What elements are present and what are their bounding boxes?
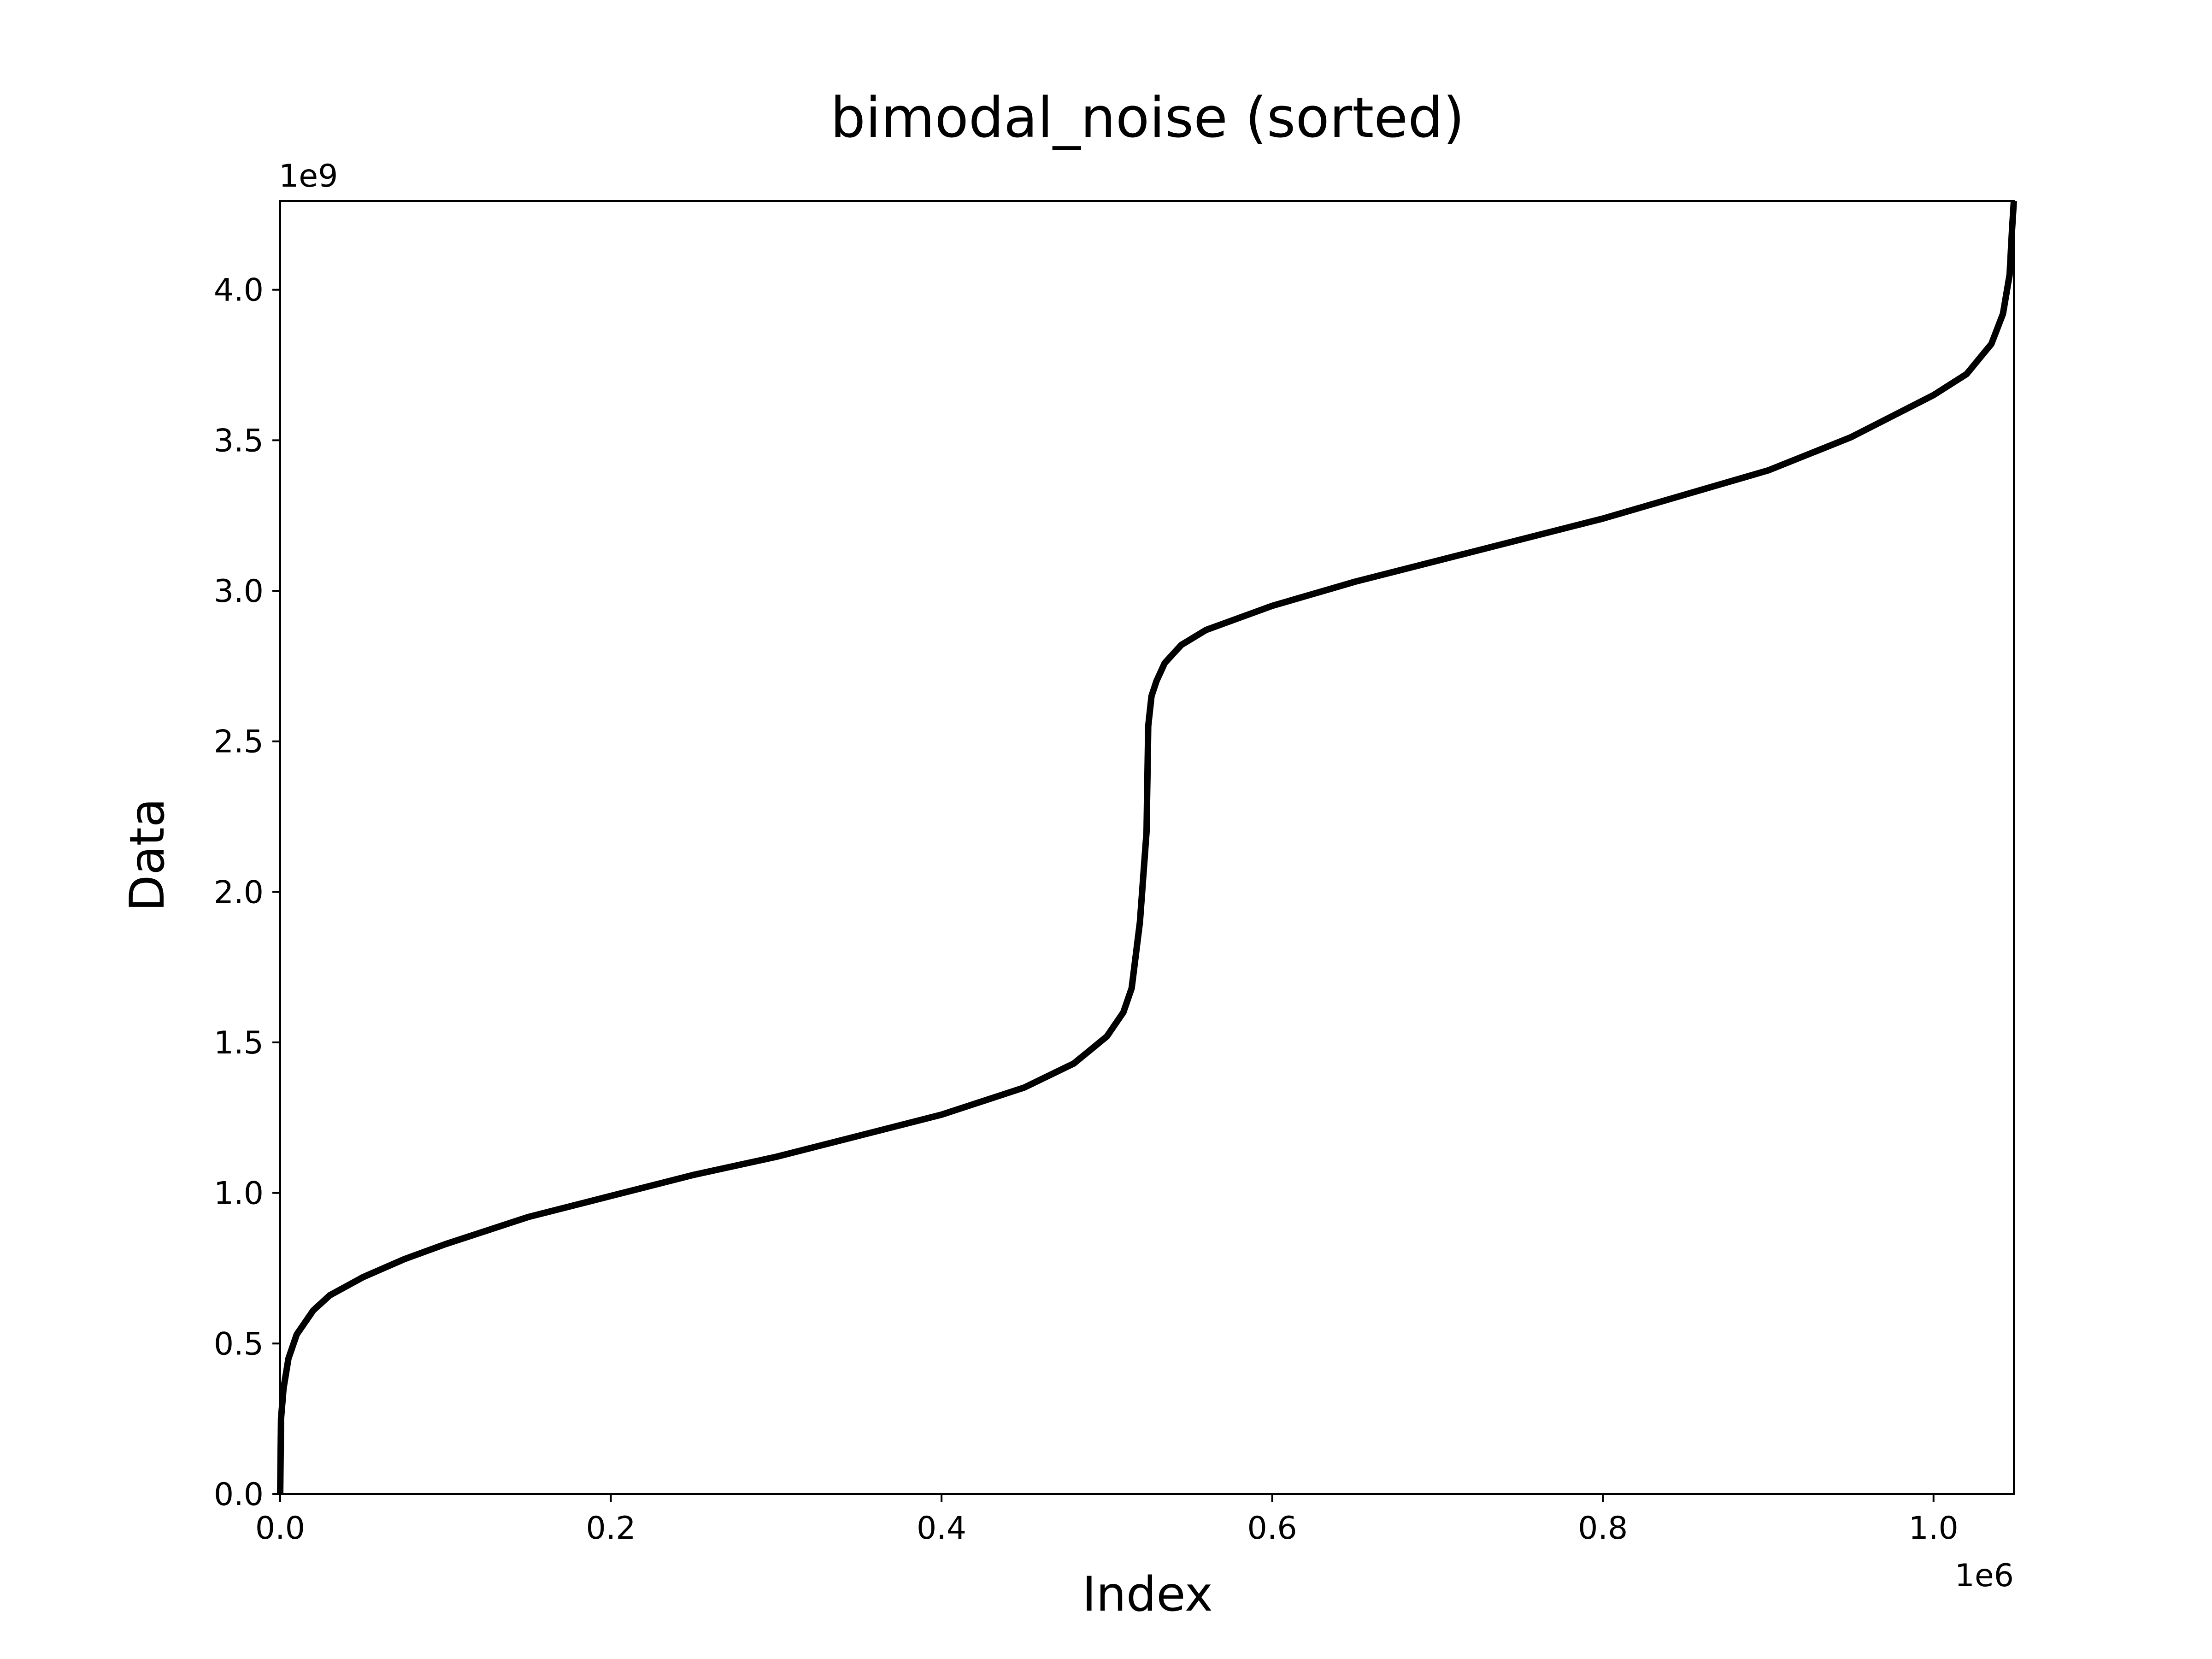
- y-tick-label: 0.5: [214, 1326, 264, 1362]
- y-axis-label: Data: [120, 798, 175, 912]
- y-tick-label: 1.0: [214, 1176, 264, 1212]
- y-tick-label: 2.5: [214, 724, 264, 760]
- y-axis-offset-label: 1e9: [279, 158, 338, 194]
- x-axis-offset-label: 1e6: [1955, 1558, 2014, 1594]
- y-tick-label: 1.5: [214, 1025, 264, 1061]
- x-axis-label: Index: [1082, 1567, 1213, 1622]
- x-axis: 0.0 0.2 0.4 0.6 0.8 1.0: [255, 1494, 1959, 1547]
- x-tick-label: 0.4: [917, 1510, 966, 1547]
- y-axis: 0.0 0.5 1.0 1.5 2.0 2.5 3.0 3.5 4.0: [214, 272, 280, 1513]
- axes-frame: [279, 200, 2015, 1495]
- y-tick-label: 4.0: [214, 272, 264, 309]
- x-tick-label: 1.0: [1909, 1510, 1959, 1547]
- y-tick-label: 3.5: [214, 423, 264, 459]
- y-tick-label: 2.0: [214, 874, 264, 911]
- plot-area: [277, 200, 2017, 1495]
- y-tick-label: 0.0: [214, 1477, 264, 1513]
- series-line-0: [277, 200, 2017, 1494]
- x-tick-label: 0.2: [586, 1510, 635, 1547]
- x-tick-label: 0.8: [1578, 1510, 1628, 1547]
- y-tick-label: 3.0: [214, 573, 264, 610]
- x-tick-label: 0.6: [1247, 1510, 1297, 1547]
- x-tick-label: 0.0: [255, 1510, 305, 1547]
- chart-title: bimodal_noise (sorted): [830, 86, 1465, 150]
